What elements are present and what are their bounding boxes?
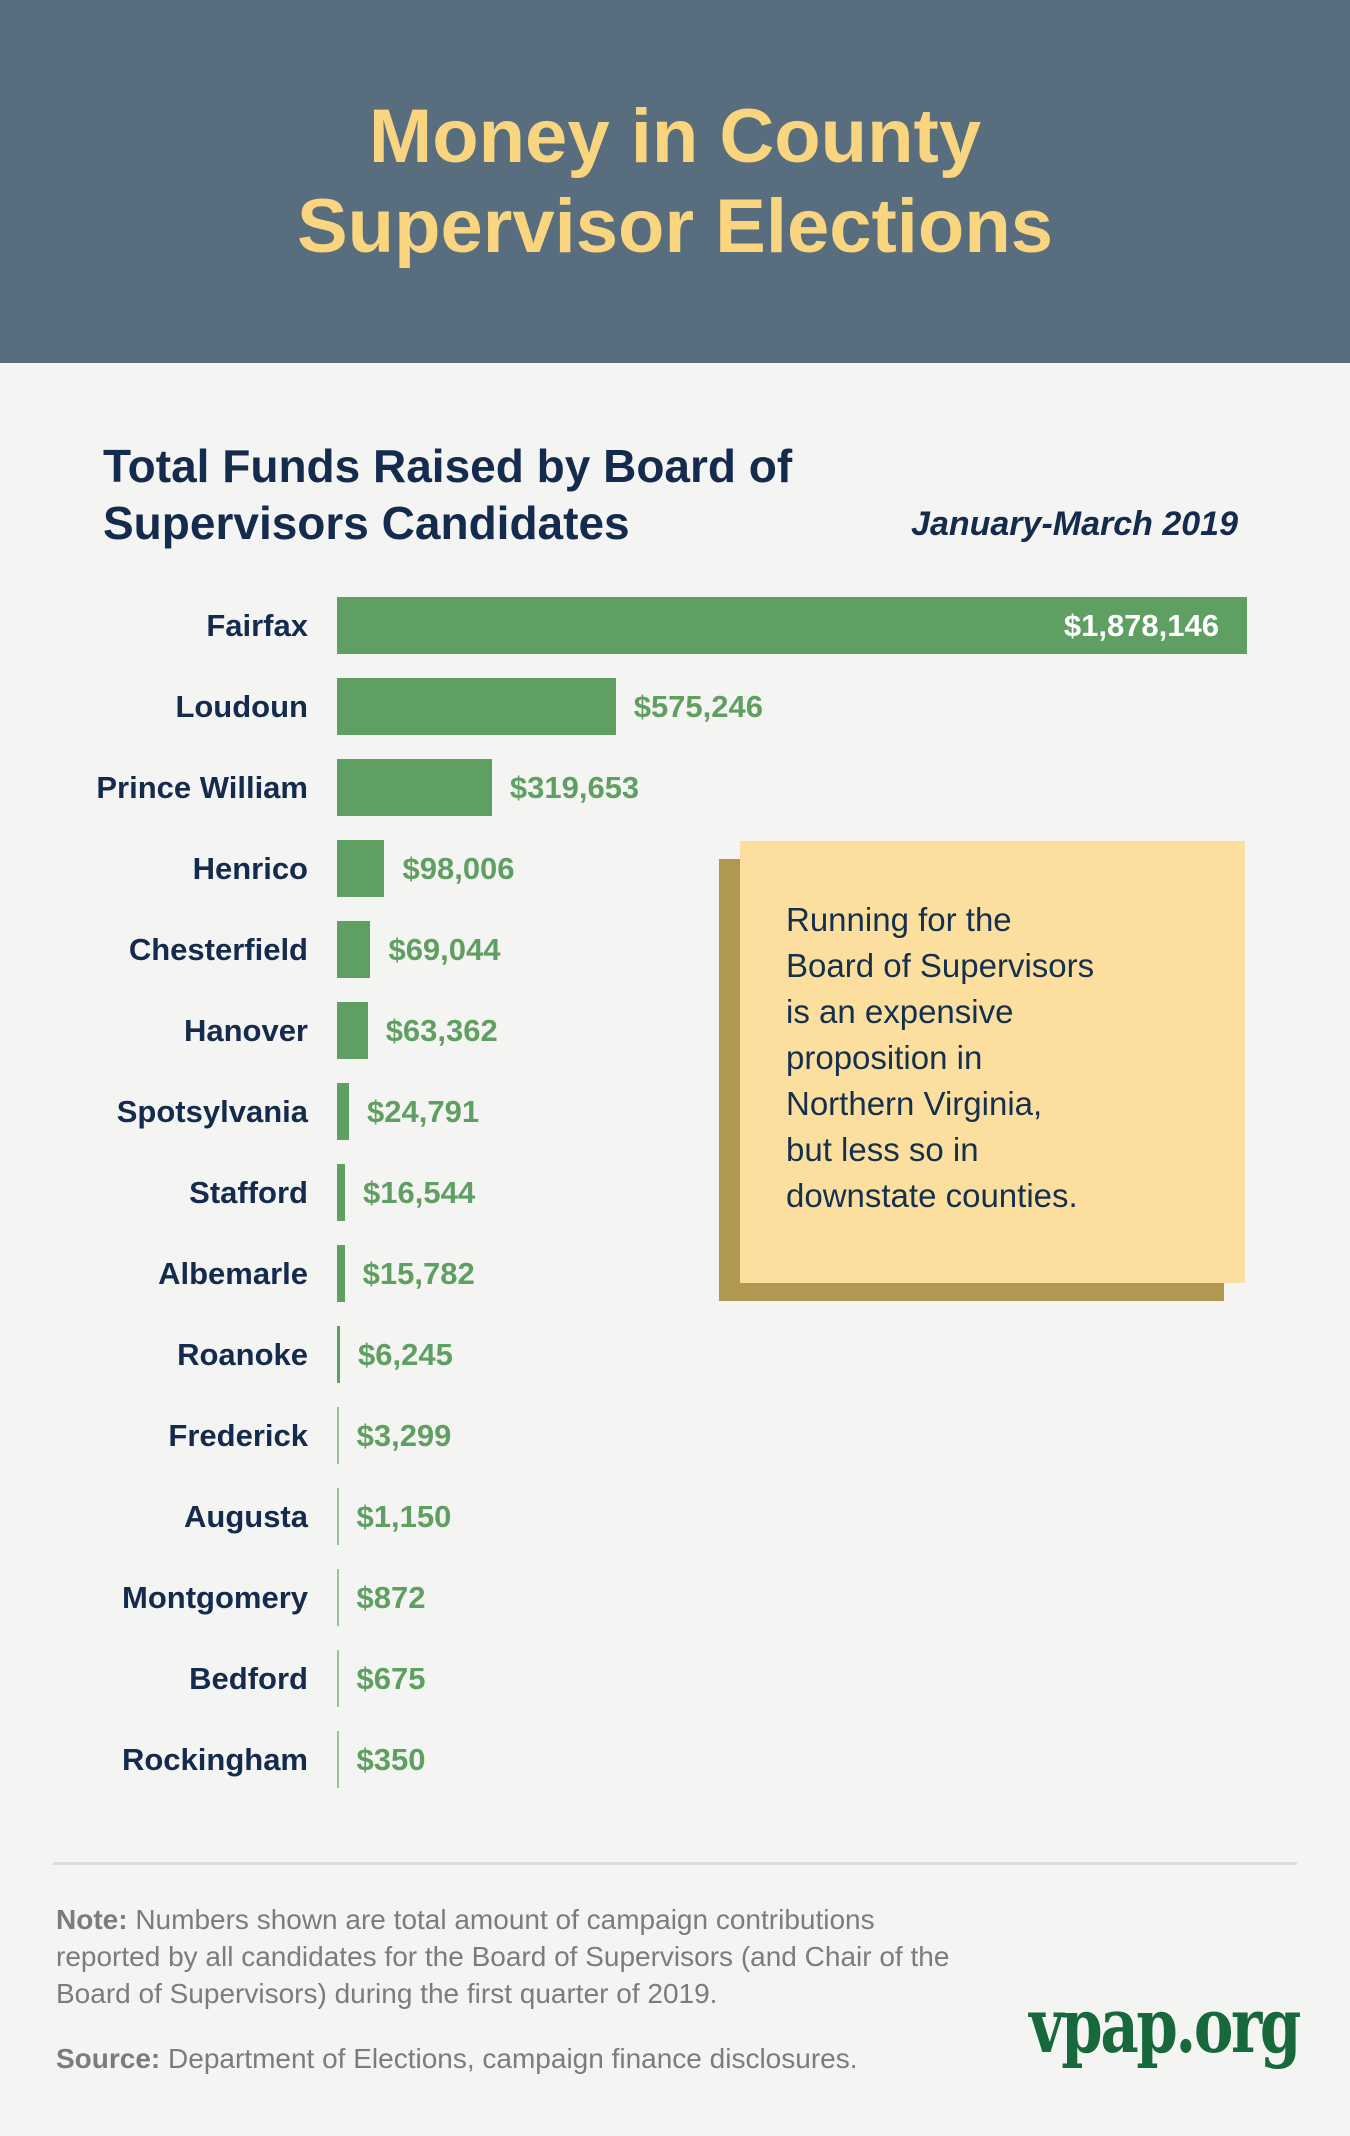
bar-track: $69,044 <box>337 921 1350 978</box>
bar-track: $6,245 <box>337 1326 1350 1383</box>
chart-row: Roanoke $6,245 <box>40 1314 1350 1395</box>
value-label: $63,362 <box>385 1012 498 1048</box>
chart-row: Fairfax $1,878,146 <box>40 585 1350 666</box>
bar-track: $319,653 <box>337 759 1350 816</box>
chart-row: Augusta $1,150 <box>40 1476 1350 1557</box>
bar-track: $63,362 <box>337 1002 1350 1059</box>
page-title: Money in County Supervisor Elections <box>296 93 1054 269</box>
chart-row: Prince William $319,653 <box>40 747 1350 828</box>
bar-track: $15,782 <box>337 1245 1350 1302</box>
value-label: $1,878,146 <box>1063 607 1219 643</box>
bar-track: $575,246 <box>337 678 1350 735</box>
bar-track: $24,791 <box>337 1083 1350 1140</box>
vpap-logo: vpap.org <box>1029 1981 1301 2070</box>
bar-track: $350 <box>337 1731 1350 1788</box>
value-label: $319,653 <box>509 769 640 805</box>
footer-divider <box>53 1862 1297 1865</box>
bar-track: $98,006 <box>337 840 1350 897</box>
value-label: $15,782 <box>362 1255 475 1291</box>
bar <box>337 921 371 978</box>
value-label: $872 <box>356 1579 426 1615</box>
county-label: Chesterfield <box>128 931 308 967</box>
bar <box>337 1326 341 1383</box>
chart-row: Henrico $98,006 <box>40 828 1350 909</box>
county-label: Spotsylvania <box>116 1093 308 1129</box>
county-label: Hanover <box>183 1012 308 1048</box>
county-label: Prince William <box>96 769 308 805</box>
county-label: Henrico <box>192 850 308 886</box>
value-label: $350 <box>356 1741 426 1777</box>
bar-track: $1,878,146 <box>337 597 1350 654</box>
bar-track: $16,544 <box>337 1164 1350 1221</box>
bar <box>337 1002 368 1059</box>
bar-track: $675 <box>337 1650 1350 1707</box>
bar <box>337 1731 339 1788</box>
callout-box: Running for the Board of Supervisors is … <box>740 841 1245 1283</box>
note-text: Note: Numbers shown are total amount of … <box>56 1904 950 2009</box>
bar: $1,878,146 <box>337 597 1247 654</box>
county-label: Stafford <box>189 1174 308 1210</box>
bar <box>337 1488 339 1545</box>
chart-row: Hanover $63,362 <box>40 990 1350 1071</box>
value-label: $16,544 <box>363 1174 476 1210</box>
chart-row: Spotsylvania $24,791 <box>40 1071 1350 1152</box>
county-label: Augusta <box>184 1498 308 1534</box>
value-label: $675 <box>356 1660 426 1696</box>
bar <box>337 759 492 816</box>
bar-chart: Fairfax $1,878,146 Loudoun $575,246 Prince W… <box>40 585 1350 1800</box>
bar-track: $1,150 <box>337 1488 1350 1545</box>
bar <box>337 1083 349 1140</box>
value-label: $575,246 <box>633 688 764 724</box>
note-label: Note: <box>56 1904 128 1935</box>
callout-text: Running for the Board of Supervisors is … <box>786 901 1095 1214</box>
chart-row: Rockingham $350 <box>40 1719 1350 1800</box>
county-label: Fairfax <box>206 607 308 643</box>
county-label: Bedford <box>189 1660 308 1696</box>
county-label: Roanoke <box>177 1336 308 1372</box>
value-label: $1,150 <box>356 1498 452 1534</box>
bar <box>337 1407 339 1464</box>
county-label: Loudoun <box>175 688 308 724</box>
value-label: $24,791 <box>367 1093 480 1129</box>
bar-track: $872 <box>337 1569 1350 1626</box>
bar <box>337 1650 339 1707</box>
source-label: Source: <box>56 2043 161 2074</box>
chart-row: Chesterfield $69,044 <box>40 909 1350 990</box>
value-label: $6,245 <box>358 1336 453 1372</box>
chart-row: Albemarle $15,782 <box>40 1233 1350 1314</box>
value-label: $3,299 <box>356 1417 452 1453</box>
bar <box>337 678 616 735</box>
value-label: $69,044 <box>388 931 501 967</box>
county-label: Rockingham <box>121 1741 308 1777</box>
source-text: Source: Department of Elections, campaig… <box>56 2043 858 2074</box>
header-band: Money in County Supervisor Elections <box>0 0 1350 363</box>
county-label: Montgomery <box>122 1579 308 1615</box>
chart-row: Montgomery $872 <box>40 1557 1350 1638</box>
bar <box>337 1569 339 1626</box>
chart-row: Stafford $16,544 <box>40 1152 1350 1233</box>
bar-track: $3,299 <box>337 1407 1350 1464</box>
county-label: Frederick <box>168 1417 308 1453</box>
chart-title: Total Funds Raised by Board of Superviso… <box>103 440 793 549</box>
chart-row: Frederick $3,299 <box>40 1395 1350 1476</box>
county-label: Albemarle <box>158 1255 308 1291</box>
chart-row: Loudoun $575,246 <box>40 666 1350 747</box>
bar <box>337 1245 345 1302</box>
bar <box>337 840 385 897</box>
value-label: $98,006 <box>402 850 515 886</box>
bar <box>337 1164 346 1221</box>
chart-row: Bedford $675 <box>40 1638 1350 1719</box>
chart-period: January-March 2019 <box>911 505 1238 543</box>
